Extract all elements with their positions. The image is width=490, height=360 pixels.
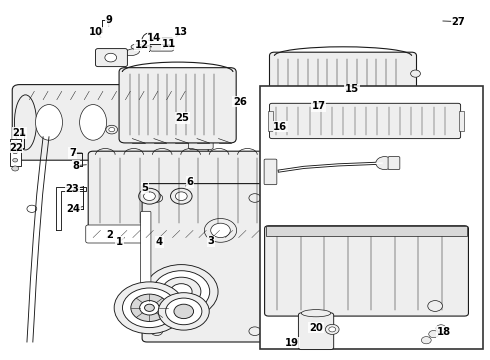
Circle shape bbox=[171, 284, 192, 300]
FancyBboxPatch shape bbox=[298, 313, 334, 350]
Text: 4: 4 bbox=[156, 237, 163, 247]
Text: 25: 25 bbox=[175, 113, 189, 123]
FancyBboxPatch shape bbox=[86, 225, 287, 243]
Text: 9: 9 bbox=[105, 15, 112, 25]
Text: 6: 6 bbox=[187, 177, 194, 187]
Circle shape bbox=[106, 125, 118, 134]
FancyBboxPatch shape bbox=[142, 184, 274, 342]
Text: 19: 19 bbox=[285, 338, 299, 348]
FancyBboxPatch shape bbox=[265, 226, 468, 316]
Text: 2: 2 bbox=[106, 230, 113, 240]
Circle shape bbox=[122, 288, 176, 328]
Text: 26: 26 bbox=[233, 96, 247, 107]
Bar bbox=[459, 111, 464, 131]
Circle shape bbox=[211, 223, 230, 238]
Circle shape bbox=[13, 158, 18, 162]
Circle shape bbox=[411, 94, 420, 101]
Circle shape bbox=[428, 301, 442, 311]
FancyBboxPatch shape bbox=[270, 52, 416, 119]
Circle shape bbox=[411, 70, 420, 77]
Text: 20: 20 bbox=[309, 323, 323, 333]
Circle shape bbox=[174, 304, 194, 319]
Circle shape bbox=[153, 271, 210, 312]
Text: 21: 21 bbox=[13, 128, 26, 138]
Circle shape bbox=[109, 127, 115, 132]
Circle shape bbox=[376, 157, 393, 170]
Text: 3: 3 bbox=[207, 236, 214, 246]
FancyBboxPatch shape bbox=[388, 157, 400, 170]
Circle shape bbox=[110, 54, 120, 61]
Ellipse shape bbox=[301, 310, 331, 317]
Ellipse shape bbox=[79, 105, 107, 140]
Text: 15: 15 bbox=[345, 84, 359, 94]
FancyBboxPatch shape bbox=[270, 103, 461, 139]
Text: 23: 23 bbox=[66, 184, 79, 194]
Circle shape bbox=[166, 298, 202, 325]
Ellipse shape bbox=[15, 95, 36, 150]
Circle shape bbox=[204, 219, 237, 242]
Text: 10: 10 bbox=[89, 27, 103, 37]
Circle shape bbox=[436, 325, 446, 332]
FancyBboxPatch shape bbox=[12, 85, 208, 160]
FancyBboxPatch shape bbox=[119, 68, 236, 143]
Text: 24: 24 bbox=[67, 204, 80, 214]
Circle shape bbox=[12, 166, 19, 171]
Circle shape bbox=[105, 53, 117, 62]
Bar bbox=[266, 226, 467, 236]
Circle shape bbox=[325, 324, 339, 334]
FancyBboxPatch shape bbox=[141, 211, 151, 311]
Ellipse shape bbox=[125, 49, 140, 56]
Bar bbox=[268, 111, 273, 131]
FancyBboxPatch shape bbox=[264, 159, 277, 185]
Circle shape bbox=[144, 192, 155, 201]
Circle shape bbox=[140, 301, 159, 315]
Text: 12: 12 bbox=[135, 40, 149, 50]
Circle shape bbox=[162, 277, 201, 306]
Text: 27: 27 bbox=[451, 17, 465, 27]
Circle shape bbox=[27, 205, 37, 212]
Text: 5: 5 bbox=[142, 183, 148, 193]
Circle shape bbox=[13, 150, 18, 154]
Text: 17: 17 bbox=[312, 101, 325, 111]
FancyBboxPatch shape bbox=[189, 95, 213, 149]
Circle shape bbox=[421, 337, 431, 344]
Text: 18: 18 bbox=[437, 327, 451, 337]
Text: 11: 11 bbox=[162, 39, 176, 49]
Text: 22: 22 bbox=[9, 143, 23, 153]
Circle shape bbox=[131, 294, 168, 321]
Circle shape bbox=[151, 194, 163, 202]
Circle shape bbox=[145, 265, 218, 319]
Text: 16: 16 bbox=[273, 122, 287, 132]
Circle shape bbox=[175, 192, 187, 201]
FancyBboxPatch shape bbox=[150, 38, 173, 51]
Circle shape bbox=[429, 330, 439, 338]
Circle shape bbox=[151, 327, 163, 336]
Text: 7: 7 bbox=[69, 148, 76, 158]
Ellipse shape bbox=[131, 44, 143, 49]
Circle shape bbox=[145, 304, 154, 311]
Circle shape bbox=[171, 188, 192, 204]
Bar bbox=[260, 86, 483, 349]
Text: 14: 14 bbox=[147, 33, 162, 43]
Circle shape bbox=[139, 188, 160, 204]
Circle shape bbox=[114, 282, 185, 334]
Bar bbox=[10, 139, 21, 166]
Circle shape bbox=[249, 194, 261, 202]
Circle shape bbox=[249, 327, 261, 336]
Circle shape bbox=[158, 293, 209, 330]
Circle shape bbox=[13, 142, 18, 146]
Circle shape bbox=[106, 51, 124, 64]
Circle shape bbox=[329, 327, 336, 332]
FancyBboxPatch shape bbox=[88, 151, 284, 230]
FancyBboxPatch shape bbox=[96, 49, 127, 67]
Ellipse shape bbox=[123, 105, 151, 140]
Text: 8: 8 bbox=[73, 161, 79, 171]
Text: 13: 13 bbox=[174, 27, 188, 37]
Ellipse shape bbox=[36, 105, 63, 140]
Text: 1: 1 bbox=[116, 237, 123, 247]
